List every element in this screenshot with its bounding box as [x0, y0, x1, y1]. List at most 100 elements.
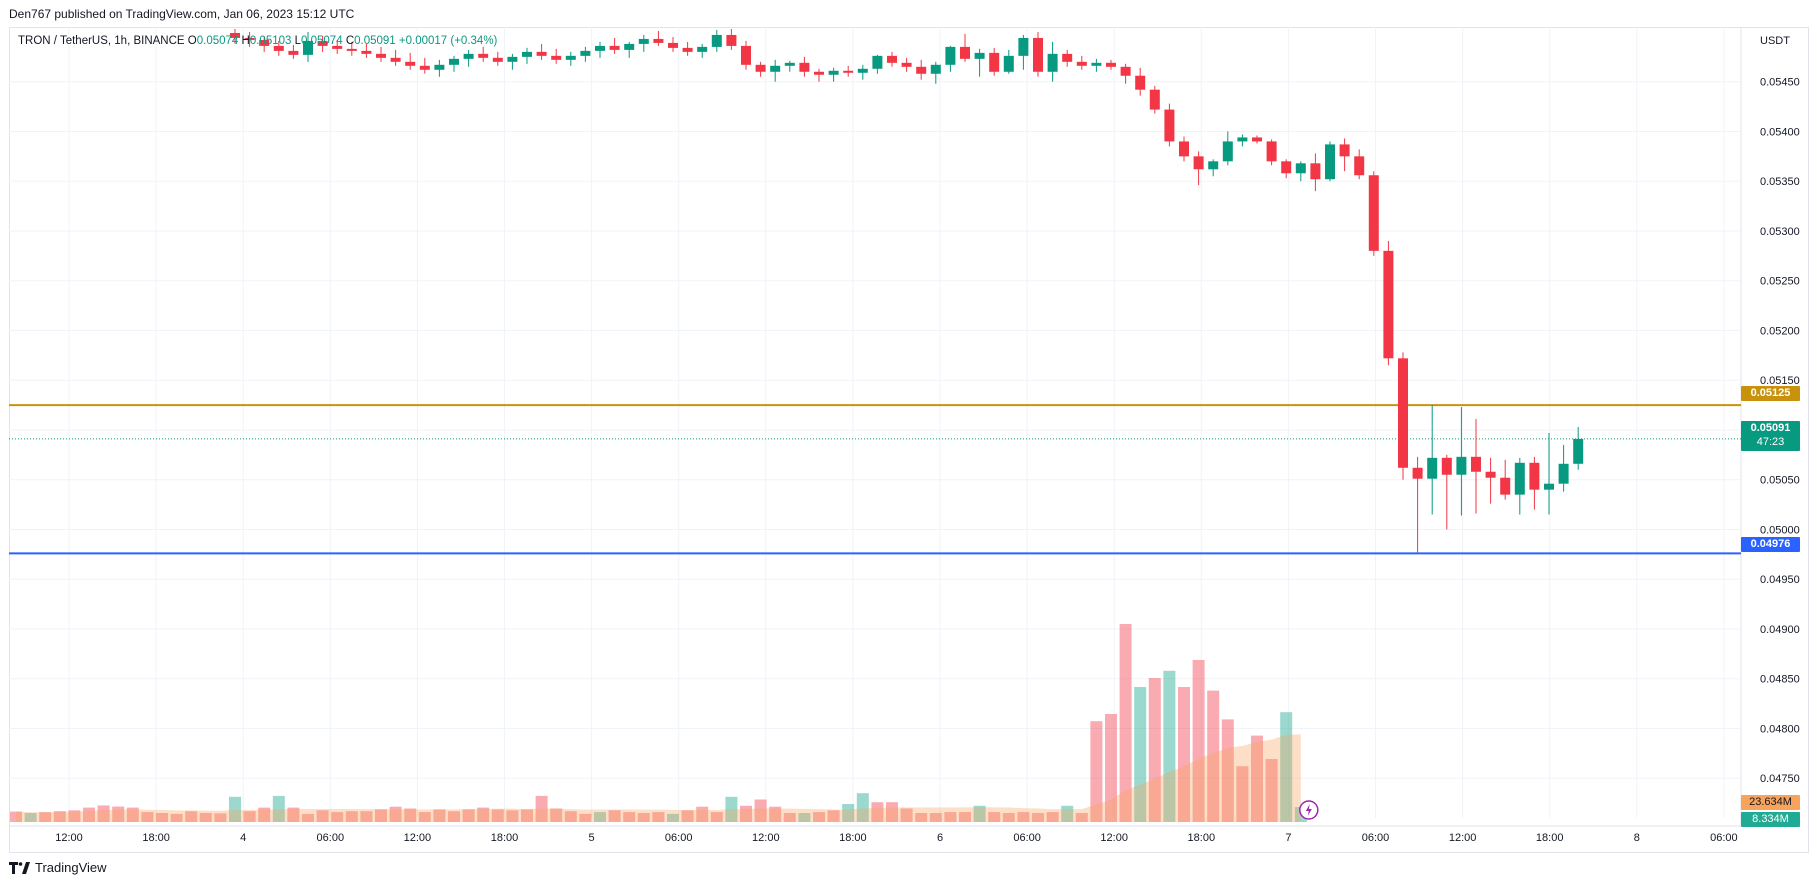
volume-bar [1061, 805, 1074, 822]
candle-body [653, 38, 664, 43]
candle-body [668, 42, 678, 48]
candle-body [1208, 161, 1219, 170]
candle-body [1047, 53, 1058, 72]
candle-body [930, 64, 941, 74]
volume-bar [842, 804, 855, 822]
volume-bar [769, 806, 782, 822]
time-tick-label: 06:00 [1710, 832, 1738, 844]
candle-body [463, 53, 474, 59]
candle-body [1222, 141, 1233, 162]
candle-body [303, 40, 313, 55]
candle-body [1295, 163, 1306, 174]
volume-bar [141, 812, 154, 822]
time-tick-label: 6 [937, 832, 943, 844]
candle-body [595, 45, 605, 51]
volume-bar [83, 807, 95, 822]
time-tick-label: 18:00 [839, 832, 867, 844]
volume-bar [156, 813, 168, 822]
candle-body [1398, 358, 1408, 468]
price-tick-label: 0.05250 [1760, 276, 1800, 288]
candle-body [1120, 66, 1131, 76]
volume-bar [1134, 687, 1147, 822]
change-value: +0.00017 (+0.34%) [398, 35, 498, 47]
candle-body [1339, 144, 1350, 157]
candle-body [989, 52, 1000, 72]
volume-bar [856, 793, 869, 822]
candle-body [784, 62, 795, 66]
support-price-tag: 0.04976 [1741, 537, 1800, 552]
volume-bar [1090, 721, 1103, 822]
brand-name[interactable]: TradingView [35, 860, 107, 875]
time-tick-label: 12:00 [752, 832, 780, 844]
candle-body [1485, 471, 1496, 478]
volume-bar [302, 813, 314, 822]
time-tick-label: 06:00 [317, 832, 345, 844]
candle-body [507, 56, 518, 62]
candle-body [288, 50, 299, 55]
candle-body [697, 46, 708, 52]
candle-body [1456, 456, 1467, 475]
volume-bar [10, 811, 22, 822]
volume-ma-area [16, 734, 1301, 822]
time-tick-label: 5 [589, 832, 595, 844]
candle-body [1573, 438, 1584, 464]
candle-body [332, 45, 343, 49]
candle-body [638, 38, 649, 44]
volume-bar [97, 805, 110, 822]
symbol-label[interactable]: TRON / TetherUS, 1h, BINANCE [18, 35, 185, 47]
candle-body [1193, 156, 1204, 170]
candle-body [317, 40, 328, 46]
time-tick-label: 12:00 [404, 832, 432, 844]
candle-body [376, 53, 386, 58]
candle-body [814, 71, 824, 75]
candle-body [1325, 144, 1335, 180]
volume-bar [886, 802, 898, 822]
volume-bar [1002, 813, 1015, 822]
volume-bar [1105, 714, 1117, 822]
candle-body [916, 66, 927, 74]
candle-body [1558, 463, 1569, 484]
candle-body [449, 58, 459, 65]
volume-last-tag: 8.334M [1741, 812, 1800, 827]
candle-body [1514, 462, 1525, 495]
candle-body [609, 45, 620, 50]
candle-body [273, 45, 284, 51]
volume-bar [126, 807, 139, 822]
price-tick-label: 0.04900 [1760, 624, 1800, 636]
time-tick-label: 18:00 [491, 832, 519, 844]
candle-body [1076, 61, 1087, 66]
resistance-price-tag: 0.05125 [1741, 386, 1800, 401]
candle-body [872, 55, 883, 69]
volume-bar [944, 812, 957, 822]
price-tick-label: 0.04750 [1760, 773, 1800, 785]
volume-bar [360, 811, 373, 822]
time-tick-label: 12:00 [55, 832, 83, 844]
candle-body [1135, 75, 1146, 90]
volume-bar [199, 813, 212, 822]
volume-bar [243, 811, 256, 822]
time-tick-label: 18:00 [1536, 832, 1564, 844]
candle-body [492, 57, 503, 62]
candle-body [1281, 161, 1292, 174]
candle-body [1368, 175, 1379, 251]
volume-bar [564, 811, 577, 822]
candle-body [434, 64, 445, 70]
candle-body [1412, 467, 1423, 479]
volume-bar [608, 810, 621, 822]
volume-ma-tag: 23.634M [1741, 795, 1800, 810]
candle-body [1252, 137, 1262, 142]
volume-bar [185, 811, 198, 822]
volume-bar [112, 806, 125, 822]
volume-bar [214, 813, 227, 822]
volume-bar [535, 795, 548, 822]
candle-body [828, 70, 839, 75]
volume-bar [667, 813, 679, 822]
last-price-tag: 0.05091 47:23 [1741, 421, 1800, 451]
candle-body [843, 70, 854, 73]
volume-bar [53, 811, 66, 822]
currency-label: USDT [1760, 35, 1790, 47]
price-tick-label: 0.05300 [1760, 226, 1800, 238]
volume-bar [389, 806, 402, 822]
candle-body [1106, 62, 1116, 67]
